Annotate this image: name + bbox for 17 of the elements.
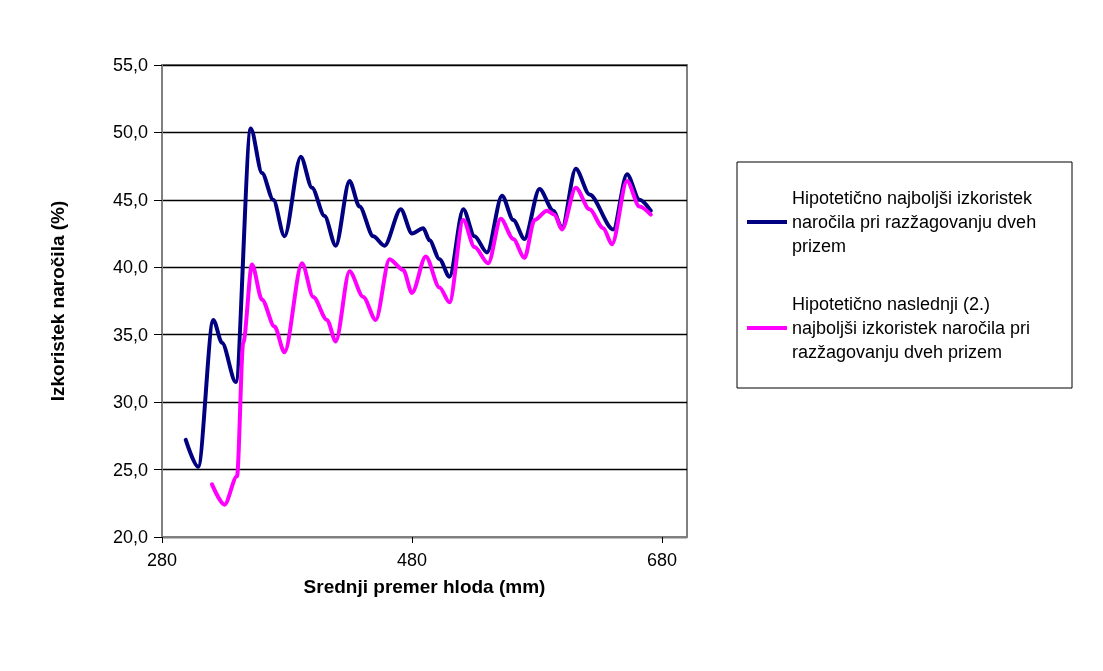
- x-axis-title: Srednji premer hloda (mm): [303, 576, 546, 597]
- y-tick-label: 20,0: [112, 527, 148, 547]
- y-tick-label: 30,0: [112, 392, 148, 413]
- y-tick-label: 45,0: [112, 189, 148, 210]
- legend-label: Hipotetično naslednji (2.) najboljši izkoristek naročila pri razžagovanju dveh prizem: [792, 294, 1036, 362]
- line-series: [210, 178, 653, 507]
- y-tick-label: 40,0: [112, 257, 148, 278]
- y-tick-label: 50,0: [112, 122, 148, 143]
- y-tick-label: 55,0: [112, 55, 148, 75]
- legend-label: Hipotetično najboljši izkoristek naročila pri razžagovanju dveh prizem: [792, 188, 1042, 256]
- x-tick-label: 280: [146, 550, 178, 570]
- y-tick-label: 35,0: [112, 324, 148, 345]
- x-tick-label: 680: [646, 550, 678, 570]
- y-axis-title: Izkoristek naročila (%): [47, 200, 68, 402]
- x-tick-label: 480: [396, 550, 428, 570]
- line-series: [183, 126, 653, 469]
- y-tick-label: 25,0: [112, 459, 148, 480]
